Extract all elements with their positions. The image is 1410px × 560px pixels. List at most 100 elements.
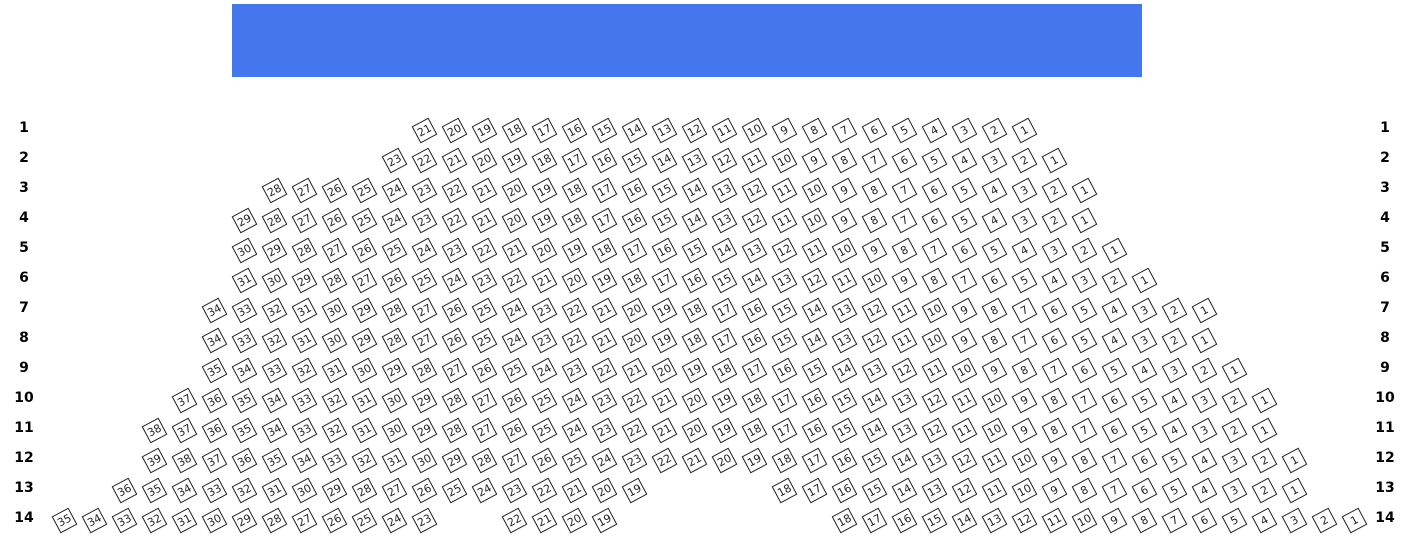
seat[interactable]: 20: [681, 417, 708, 444]
seat[interactable]: 31: [351, 417, 378, 444]
seat[interactable]: 21: [561, 477, 588, 504]
seat[interactable]: 3: [1161, 357, 1188, 384]
seat[interactable]: 25: [351, 207, 378, 234]
seat[interactable]: 5: [1161, 477, 1188, 504]
seat[interactable]: 14: [681, 177, 708, 204]
seat[interactable]: 14: [951, 507, 978, 534]
seat[interactable]: 32: [291, 357, 318, 384]
seat[interactable]: 35: [201, 357, 228, 384]
seat[interactable]: 13: [741, 237, 768, 264]
seat[interactable]: 12: [801, 267, 828, 294]
seat[interactable]: 22: [621, 387, 648, 414]
seat[interactable]: 10: [831, 237, 858, 264]
seat[interactable]: 22: [471, 237, 498, 264]
seat[interactable]: 12: [741, 177, 768, 204]
seat[interactable]: 17: [591, 207, 618, 234]
seat[interactable]: 21: [591, 297, 618, 324]
seat[interactable]: 35: [231, 417, 258, 444]
seat[interactable]: 7: [1011, 327, 1038, 354]
seat[interactable]: 19: [591, 267, 618, 294]
seat[interactable]: 11: [771, 207, 798, 234]
seat[interactable]: 10: [1011, 477, 1038, 504]
seat[interactable]: 4: [1101, 327, 1128, 354]
seat[interactable]: 8: [1071, 477, 1098, 504]
seat[interactable]: 4: [1131, 357, 1158, 384]
seat[interactable]: 15: [771, 297, 798, 324]
seat[interactable]: 28: [471, 447, 498, 474]
seat[interactable]: 19: [621, 477, 648, 504]
seat[interactable]: 7: [861, 147, 888, 174]
seat[interactable]: 24: [441, 267, 468, 294]
seat[interactable]: 5: [1131, 387, 1158, 414]
seat[interactable]: 23: [411, 507, 438, 534]
seat[interactable]: 28: [351, 477, 378, 504]
seat[interactable]: 18: [561, 177, 588, 204]
seat[interactable]: 19: [471, 117, 498, 144]
seat[interactable]: 16: [591, 147, 618, 174]
seat[interactable]: 25: [561, 447, 588, 474]
seat[interactable]: 24: [561, 417, 588, 444]
seat[interactable]: 10: [921, 297, 948, 324]
seat[interactable]: 14: [651, 147, 678, 174]
seat[interactable]: 11: [981, 447, 1008, 474]
seat[interactable]: 1: [1191, 327, 1218, 354]
seat[interactable]: 17: [531, 117, 558, 144]
seat[interactable]: 34: [261, 387, 288, 414]
seat[interactable]: 21: [591, 327, 618, 354]
seat[interactable]: 16: [621, 207, 648, 234]
seat[interactable]: 35: [231, 387, 258, 414]
seat[interactable]: 5: [1131, 417, 1158, 444]
seat[interactable]: 13: [891, 417, 918, 444]
seat[interactable]: 37: [171, 417, 198, 444]
seat[interactable]: 26: [381, 267, 408, 294]
seat[interactable]: 27: [291, 507, 318, 534]
seat[interactable]: 18: [501, 117, 528, 144]
seat[interactable]: 18: [741, 387, 768, 414]
seat[interactable]: 20: [651, 357, 678, 384]
seat[interactable]: 8: [921, 267, 948, 294]
seat[interactable]: 24: [381, 207, 408, 234]
seat[interactable]: 31: [231, 267, 258, 294]
seat[interactable]: 13: [681, 147, 708, 174]
seat[interactable]: 30: [291, 477, 318, 504]
seat[interactable]: 27: [321, 237, 348, 264]
seat[interactable]: 30: [351, 357, 378, 384]
seat[interactable]: 1: [1281, 447, 1308, 474]
seat[interactable]: 30: [321, 297, 348, 324]
seat[interactable]: 36: [231, 447, 258, 474]
seat[interactable]: 7: [1071, 387, 1098, 414]
seat[interactable]: 17: [801, 477, 828, 504]
seat[interactable]: 30: [381, 387, 408, 414]
seat[interactable]: 5: [891, 117, 918, 144]
seat[interactable]: 13: [711, 177, 738, 204]
seat[interactable]: 22: [441, 177, 468, 204]
seat[interactable]: 21: [651, 387, 678, 414]
seat[interactable]: 12: [771, 237, 798, 264]
seat[interactable]: 12: [741, 207, 768, 234]
seat[interactable]: 6: [1191, 507, 1218, 534]
seat[interactable]: 7: [1161, 507, 1188, 534]
seat[interactable]: 7: [951, 267, 978, 294]
seat[interactable]: 32: [321, 387, 348, 414]
seat[interactable]: 11: [741, 147, 768, 174]
seat[interactable]: 28: [261, 507, 288, 534]
seat[interactable]: 25: [441, 477, 468, 504]
seat[interactable]: 10: [771, 147, 798, 174]
seat[interactable]: 10: [981, 387, 1008, 414]
seat[interactable]: 26: [531, 447, 558, 474]
seat[interactable]: 16: [801, 387, 828, 414]
seat[interactable]: 26: [321, 207, 348, 234]
seat[interactable]: 21: [621, 357, 648, 384]
seat[interactable]: 5: [1101, 357, 1128, 384]
seat[interactable]: 17: [711, 297, 738, 324]
seat[interactable]: 19: [591, 507, 618, 534]
seat[interactable]: 17: [771, 387, 798, 414]
seat[interactable]: 4: [1251, 507, 1278, 534]
seat[interactable]: 19: [741, 447, 768, 474]
seat[interactable]: 4: [1161, 387, 1188, 414]
seat[interactable]: 29: [261, 237, 288, 264]
seat[interactable]: 30: [381, 417, 408, 444]
seat[interactable]: 26: [321, 177, 348, 204]
seat[interactable]: 26: [441, 327, 468, 354]
seat[interactable]: 23: [531, 297, 558, 324]
